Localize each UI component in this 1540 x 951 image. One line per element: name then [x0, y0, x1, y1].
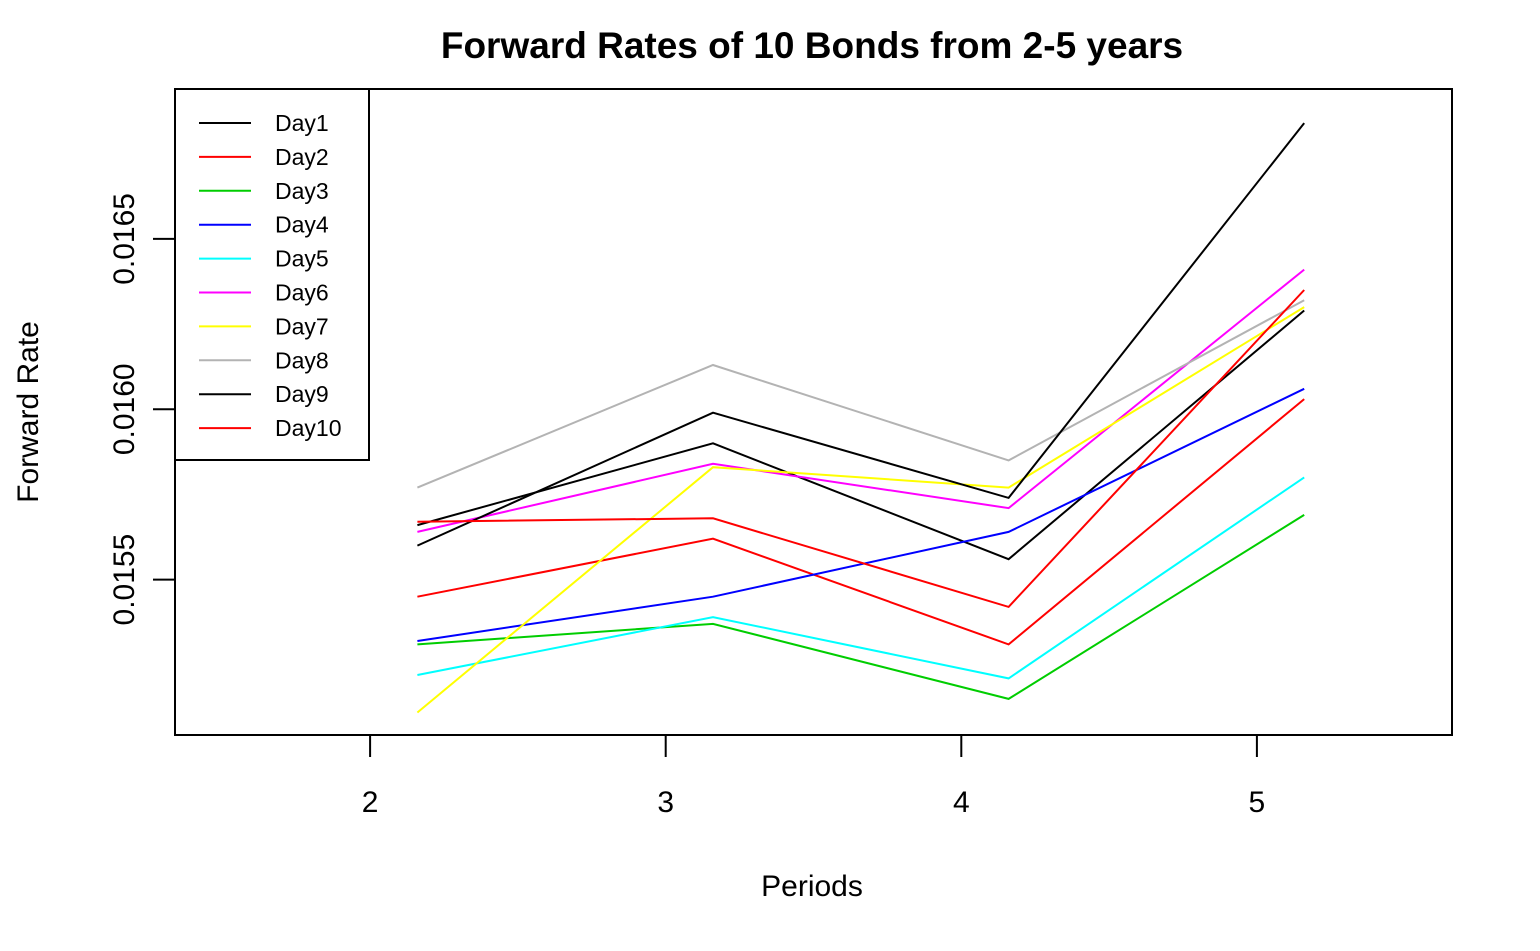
series-line-day9	[416, 122, 1305, 547]
legend-label: Day9	[275, 381, 329, 407]
legend-label: Day5	[275, 246, 329, 272]
chart-title: Forward Rates of 10 Bonds from 2-5 years	[441, 25, 1183, 66]
legend-label: Day7	[275, 313, 329, 339]
series-lines	[416, 122, 1305, 714]
x-tick-label: 3	[657, 786, 674, 819]
y-axis: 0.0155 0.0160 0.0165	[108, 193, 176, 626]
x-tick-label: 4	[953, 786, 970, 819]
series-line-day10	[417, 289, 1305, 609]
series-line-day1	[417, 309, 1305, 561]
legend-label: Day3	[275, 178, 329, 204]
y-axis-label: Forward Rate	[12, 321, 45, 503]
series-line-day2	[417, 398, 1305, 646]
x-tick-label: 5	[1249, 786, 1266, 819]
series-line-day7	[416, 306, 1305, 714]
series-line-day3	[417, 514, 1305, 700]
series-line-day5	[417, 476, 1305, 680]
y-tick-label: 0.0160	[108, 363, 141, 455]
x-tick-label: 2	[362, 786, 379, 819]
legend-label: Day1	[275, 110, 329, 136]
series-line-day6	[417, 268, 1305, 533]
x-axis-label: Periods	[761, 870, 863, 903]
legend: Day1 Day2 Day3 Day4 Day5 Day6 Day7 Day8 Day9 Day1…	[174, 88, 370, 461]
legend-label: Day6	[275, 280, 329, 306]
legend-label: Day4	[275, 212, 329, 238]
x-axis: 2 3 4 5	[362, 734, 1266, 819]
legend-label: Day8	[275, 347, 329, 373]
legend-box	[174, 88, 370, 461]
y-tick-label: 0.0165	[108, 193, 141, 285]
series-line-day8	[417, 299, 1305, 489]
legend-label: Day2	[275, 144, 329, 170]
y-tick-label: 0.0155	[108, 534, 141, 626]
series-line-day4	[417, 387, 1305, 642]
legend-label: Day10	[275, 415, 341, 441]
